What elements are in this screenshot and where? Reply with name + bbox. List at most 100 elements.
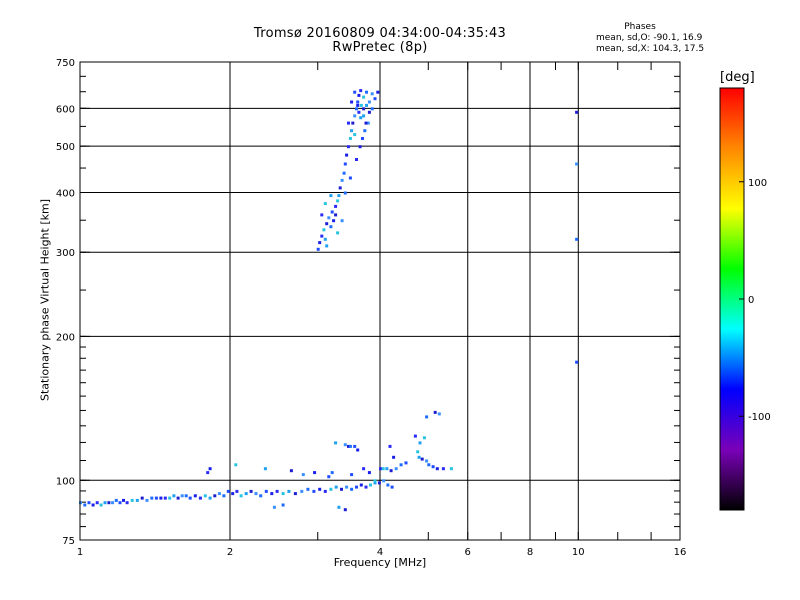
data-point (367, 471, 371, 475)
data-point (345, 485, 349, 489)
data-point (355, 158, 358, 161)
y-tick-labels: 75 100 200 300 400 500 600 750 (56, 58, 75, 547)
data-point (348, 444, 352, 448)
data-point (83, 503, 87, 507)
data-point (437, 412, 441, 416)
data-point (365, 90, 368, 94)
data-point (329, 225, 333, 229)
data-point (343, 508, 347, 512)
data-point (362, 107, 366, 111)
data-point (323, 489, 327, 493)
data-point (318, 241, 322, 245)
x-tick-label: 6 (465, 547, 471, 558)
data-point (135, 498, 139, 502)
data-point (289, 469, 293, 473)
data-point (270, 492, 274, 496)
data-point (111, 501, 115, 505)
data-point (334, 213, 338, 217)
data-point (377, 481, 381, 485)
data-point (306, 487, 310, 491)
data-point (347, 145, 350, 149)
data-point (263, 467, 267, 471)
data-point (340, 219, 344, 223)
x-tick-label: 2 (227, 547, 233, 558)
data-point (343, 443, 347, 447)
data-point (575, 237, 579, 241)
data-point (254, 492, 258, 496)
data-points (79, 89, 579, 512)
data-point (222, 494, 226, 498)
data-point (193, 494, 197, 498)
data-point (198, 496, 202, 500)
data-point (357, 110, 361, 114)
data-point (350, 487, 354, 491)
chart-title: Tromsø 20160809 04:34:00-04:35:43 (253, 26, 507, 41)
data-point (365, 103, 368, 107)
y-tick-label: 300 (56, 248, 75, 259)
data-point (275, 489, 279, 493)
data-point (340, 487, 343, 491)
y-tick-label: 750 (56, 58, 75, 69)
data-point (327, 216, 331, 220)
x-tick-label: 10 (572, 547, 585, 558)
data-point (347, 444, 350, 448)
data-point (425, 415, 429, 419)
data-point (330, 210, 334, 214)
data-point (330, 471, 334, 475)
data-point (140, 496, 144, 500)
data-point (359, 103, 363, 107)
data-point (122, 498, 125, 502)
data-point (441, 467, 445, 471)
data-point (107, 501, 111, 505)
data-point (329, 194, 333, 198)
colorbar-tick-label: 0 (748, 295, 754, 306)
data-point (392, 455, 396, 459)
data-point (300, 489, 304, 493)
data-point (336, 231, 340, 235)
data-point (386, 483, 390, 487)
data-point (369, 483, 372, 487)
data-point (180, 494, 184, 498)
y-tick-label: 400 (56, 188, 75, 199)
data-point (351, 121, 355, 125)
y-tick-label: 200 (56, 332, 75, 343)
data-point (373, 97, 377, 101)
data-point (359, 483, 363, 487)
data-point (103, 501, 107, 505)
data-point (355, 485, 358, 489)
data-point (350, 129, 354, 133)
data-point (323, 237, 327, 241)
data-point (575, 162, 579, 166)
data-point (239, 494, 243, 498)
grid-lines (80, 62, 680, 540)
data-point (431, 465, 435, 469)
data-point (376, 90, 380, 94)
data-point (320, 213, 324, 217)
data-point (95, 501, 99, 505)
data-point (334, 485, 338, 489)
colorbar-tick-label: -100 (748, 412, 771, 423)
data-point (118, 501, 122, 505)
data-point (353, 133, 357, 137)
data-point (370, 92, 374, 96)
data-point (379, 467, 382, 471)
data-point (364, 121, 368, 125)
data-point (362, 467, 366, 471)
data-point (281, 503, 285, 507)
data-point (350, 100, 354, 104)
phase-stat-x: mean, sd,X: 104.3, 17.5 (596, 44, 705, 54)
data-point (373, 481, 377, 485)
data-point (420, 457, 424, 461)
phase-heading: Phases (624, 22, 656, 32)
data-point (323, 202, 327, 206)
y-tick-label: 75 (62, 536, 75, 547)
data-point (345, 153, 349, 157)
chart-subtitle: RwPretec (8p) (332, 40, 428, 55)
data-point (359, 116, 363, 120)
data-point (388, 444, 392, 448)
data-point (337, 194, 341, 198)
data-point (206, 471, 210, 475)
data-point (287, 489, 291, 493)
colorbar-tick-label: 100 (748, 178, 767, 189)
data-point (272, 505, 276, 509)
